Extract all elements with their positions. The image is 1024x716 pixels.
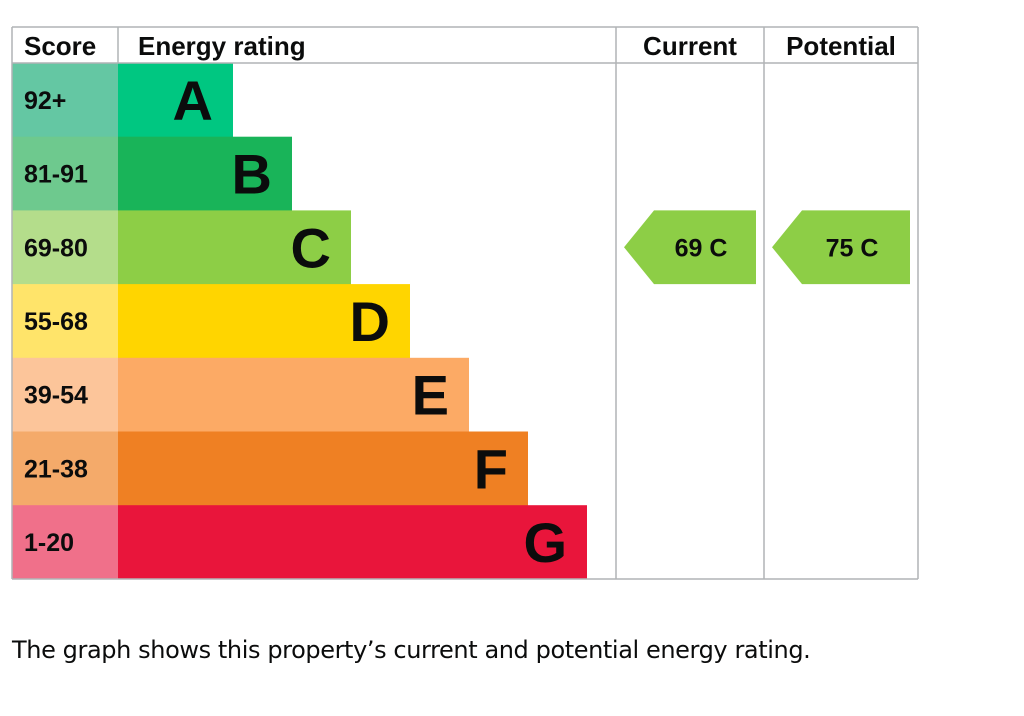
- score-range-a: 92+: [24, 87, 66, 115]
- header-energy-rating: Energy rating: [138, 31, 306, 61]
- energy-rating-chart: 92+ A81-91 B69-80 C55-68 D39-54 E21-38 F1-20 G …: [11, 26, 919, 580]
- band-letter-b: B: [232, 143, 272, 206]
- band-letter-d: D: [350, 290, 390, 353]
- band-bar-g: [118, 505, 587, 580]
- score-range-d: 55-68: [24, 308, 88, 336]
- score-range-b: 81-91: [24, 161, 88, 189]
- chart-caption: The graph shows this property’s current …: [12, 636, 811, 664]
- band-letter-g: G: [523, 511, 567, 574]
- band-bar-a: [118, 63, 233, 138]
- rating-indicators: 69 C 75 C: [624, 210, 910, 285]
- score-cell-f: [12, 431, 118, 506]
- score-range-f: 21-38: [24, 455, 88, 483]
- header-current: Current: [643, 31, 737, 61]
- score-cell-b: [12, 136, 118, 211]
- score-cell-d: [12, 284, 118, 359]
- band-bar-c: [118, 210, 351, 285]
- column-headers: Score Energy rating Current Potential: [24, 31, 896, 61]
- band-letter-c: C: [291, 216, 331, 279]
- score-range-g: 1-20: [24, 529, 74, 557]
- rating-bands: 92+ A 81-91 B 69-80 C 55-68 D 39-54 E 21-38 F 1-20 G: [12, 63, 587, 580]
- current-rating-label: 69 C: [675, 234, 728, 262]
- score-range-e: 39-54: [24, 382, 88, 410]
- band-bar-b: [118, 136, 292, 211]
- score-cell-a: [12, 63, 118, 138]
- score-range-c: 69-80: [24, 234, 88, 262]
- band-letter-f: F: [474, 437, 508, 500]
- score-cell-g: [12, 505, 118, 580]
- score-cell-c: [12, 210, 118, 285]
- table-grid: [11, 26, 919, 580]
- header-potential: Potential: [786, 31, 896, 61]
- band-bar-e: [118, 357, 469, 432]
- potential-rating-arrow: [772, 210, 910, 285]
- band-letter-e: E: [412, 364, 449, 427]
- band-letter-a: A: [173, 69, 213, 132]
- potential-rating-label: 75 C: [826, 234, 879, 262]
- current-rating-arrow: [624, 210, 756, 285]
- band-bar-d: [118, 284, 410, 359]
- header-score: Score: [24, 31, 96, 61]
- score-cell-e: [12, 357, 118, 432]
- band-bar-f: [118, 431, 528, 506]
